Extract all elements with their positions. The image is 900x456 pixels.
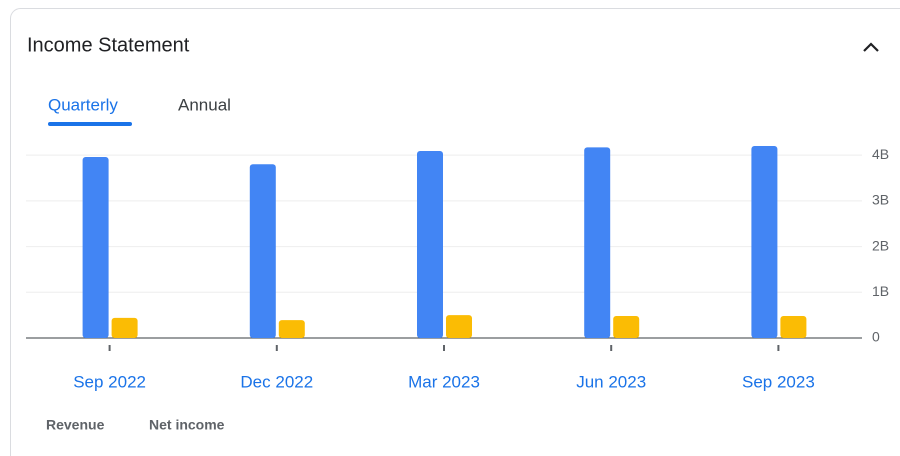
bar: [584, 147, 611, 338]
y-tick-label: 2B: [872, 237, 889, 253]
card-title: Income Statement: [27, 34, 190, 56]
x-tick-label: Dec 2022: [240, 372, 313, 391]
x-tick-label: Jun 2023: [576, 372, 646, 391]
bar: [278, 320, 305, 338]
legend-entry: Revenue: [46, 417, 105, 433]
y-tick-label: 0: [872, 329, 880, 345]
y-tick-label: 1B: [872, 283, 889, 299]
card-border: [10, 8, 900, 456]
bar: [446, 315, 472, 338]
legend-entry: Net income: [149, 417, 225, 433]
bar: [613, 316, 640, 338]
y-tick-label: 4B: [872, 146, 889, 162]
tab-annual[interactable]: Annual: [178, 95, 231, 114]
collapse-chevron[interactable]: [863, 42, 879, 52]
x-tick-label: Sep 2023: [742, 372, 815, 391]
tab-quarterly[interactable]: Quarterly: [48, 95, 118, 114]
bar: [82, 156, 109, 338]
bar: [111, 317, 138, 338]
x-tick-label: Sep 2022: [73, 372, 146, 391]
bar: [780, 316, 807, 338]
bar: [417, 151, 443, 338]
tab-underline: [48, 122, 132, 126]
x-tick-label: Mar 2023: [408, 372, 480, 391]
bar: [751, 146, 778, 338]
bar: [249, 164, 276, 338]
y-tick-label: 3B: [872, 192, 889, 208]
